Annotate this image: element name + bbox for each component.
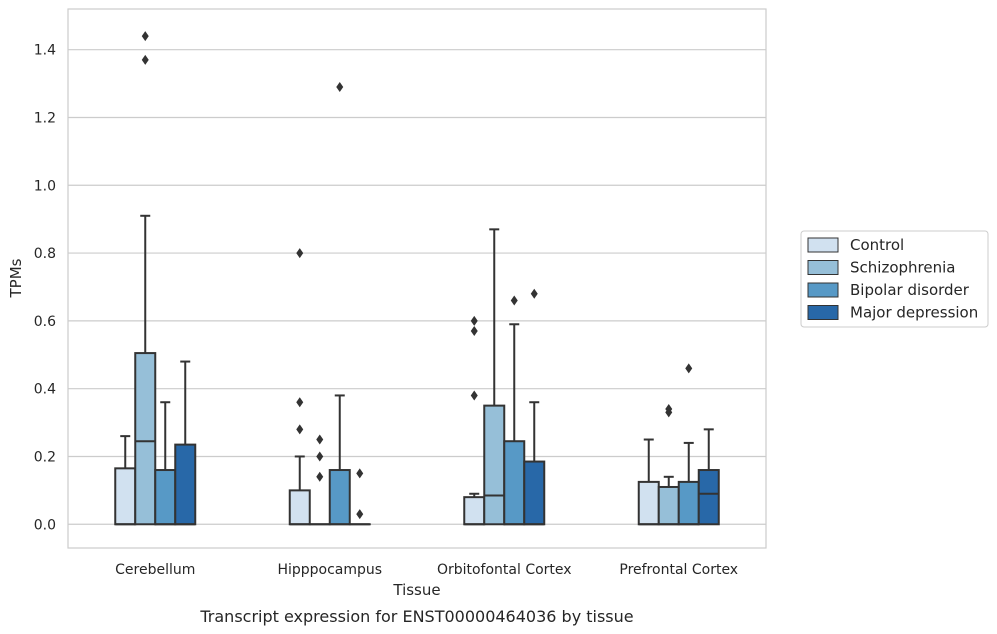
legend-frame [800,230,989,328]
x-axis-title: Tissue [392,581,440,599]
legend-swatch [807,282,839,298]
y-tick-label: 1.4 [34,43,56,59]
y-tick-label: 1.2 [34,110,56,126]
box-2-2 [503,295,526,526]
box-body [463,496,486,526]
box-body [288,489,311,526]
box-0-0 [114,435,137,526]
box-body [657,485,680,526]
outlier-point [316,451,324,462]
outlier-point [356,468,364,479]
y-tick-label: 1.0 [34,178,56,194]
outlier-point [316,471,324,482]
box-3-3 [697,428,720,526]
y-tick-label: 0.2 [34,449,56,465]
box-body [503,440,526,526]
chart-caption: Transcript expression for ENST0000046403… [199,607,633,626]
boxes [114,31,720,526]
outlier-point [665,404,673,415]
outlier-point [530,288,538,299]
x-tick-label: Orbitofontal Cortex [437,562,572,578]
box-0-3 [174,360,197,526]
y-tick-label: 0.0 [34,517,56,533]
outlier-point [316,434,324,445]
box-body [154,469,177,526]
y-tick-label: 0.6 [34,314,56,330]
box-body [328,469,351,526]
box-body [523,460,546,526]
outlier-point [685,363,693,374]
outlier-point [356,509,364,520]
outlier-point [510,295,518,306]
plot-frame [67,8,767,549]
box-body [637,480,660,526]
y-tick-labels: 0.0 0.2 0.4 0.6 0.8 1.0 1.2 1.4 [34,43,56,534]
x-tick-labels: Cerebellum Hipppocampus Orbitofontal Corte… [115,562,738,578]
x-tick-label: Hipppocampus [277,562,382,578]
legend-swatch [807,305,839,320]
outlier-point [141,54,149,65]
legend-label: Control [850,236,904,254]
legend-swatch [807,237,839,253]
box-1-2 [328,81,351,526]
y-tick-label: 0.4 [34,382,56,398]
box-body [134,352,157,526]
box-body [483,404,506,526]
box-2-3 [523,288,546,526]
legend-label: Bipolar disorder [850,281,970,299]
legend-label: Schizophrenia [850,259,955,277]
legend-label: Major depression [850,304,978,322]
outlier-point [296,397,304,408]
outlier-point [470,326,478,337]
y-axis-title: TPMs [7,258,25,298]
outlier-point [470,315,478,326]
plot-background [68,9,766,548]
box-2-0 [463,315,486,526]
outlier-point [336,81,344,92]
box-body [697,469,720,526]
outlier-point [470,390,478,401]
legend: Control Schizophrenia Bipolar disorder Majo… [800,230,989,328]
legend-swatch [807,260,839,275]
box-1-3 [348,468,371,526]
box-0-1 [134,31,157,526]
box-body [677,480,700,526]
box-body [114,467,137,526]
box-1-0 [288,248,311,526]
y-tick-label: 0.8 [34,246,56,262]
box-3-2 [677,363,700,526]
outlier-point [141,31,149,42]
outlier-point [296,424,304,435]
outlier-point [296,248,304,259]
x-tick-label: Prefrontal Cortex [619,562,738,578]
legend-entries: Control Schizophrenia Bipolar disorder Majo… [807,236,978,322]
x-tick-label: Cerebellum [115,562,195,578]
box-body [174,443,197,526]
